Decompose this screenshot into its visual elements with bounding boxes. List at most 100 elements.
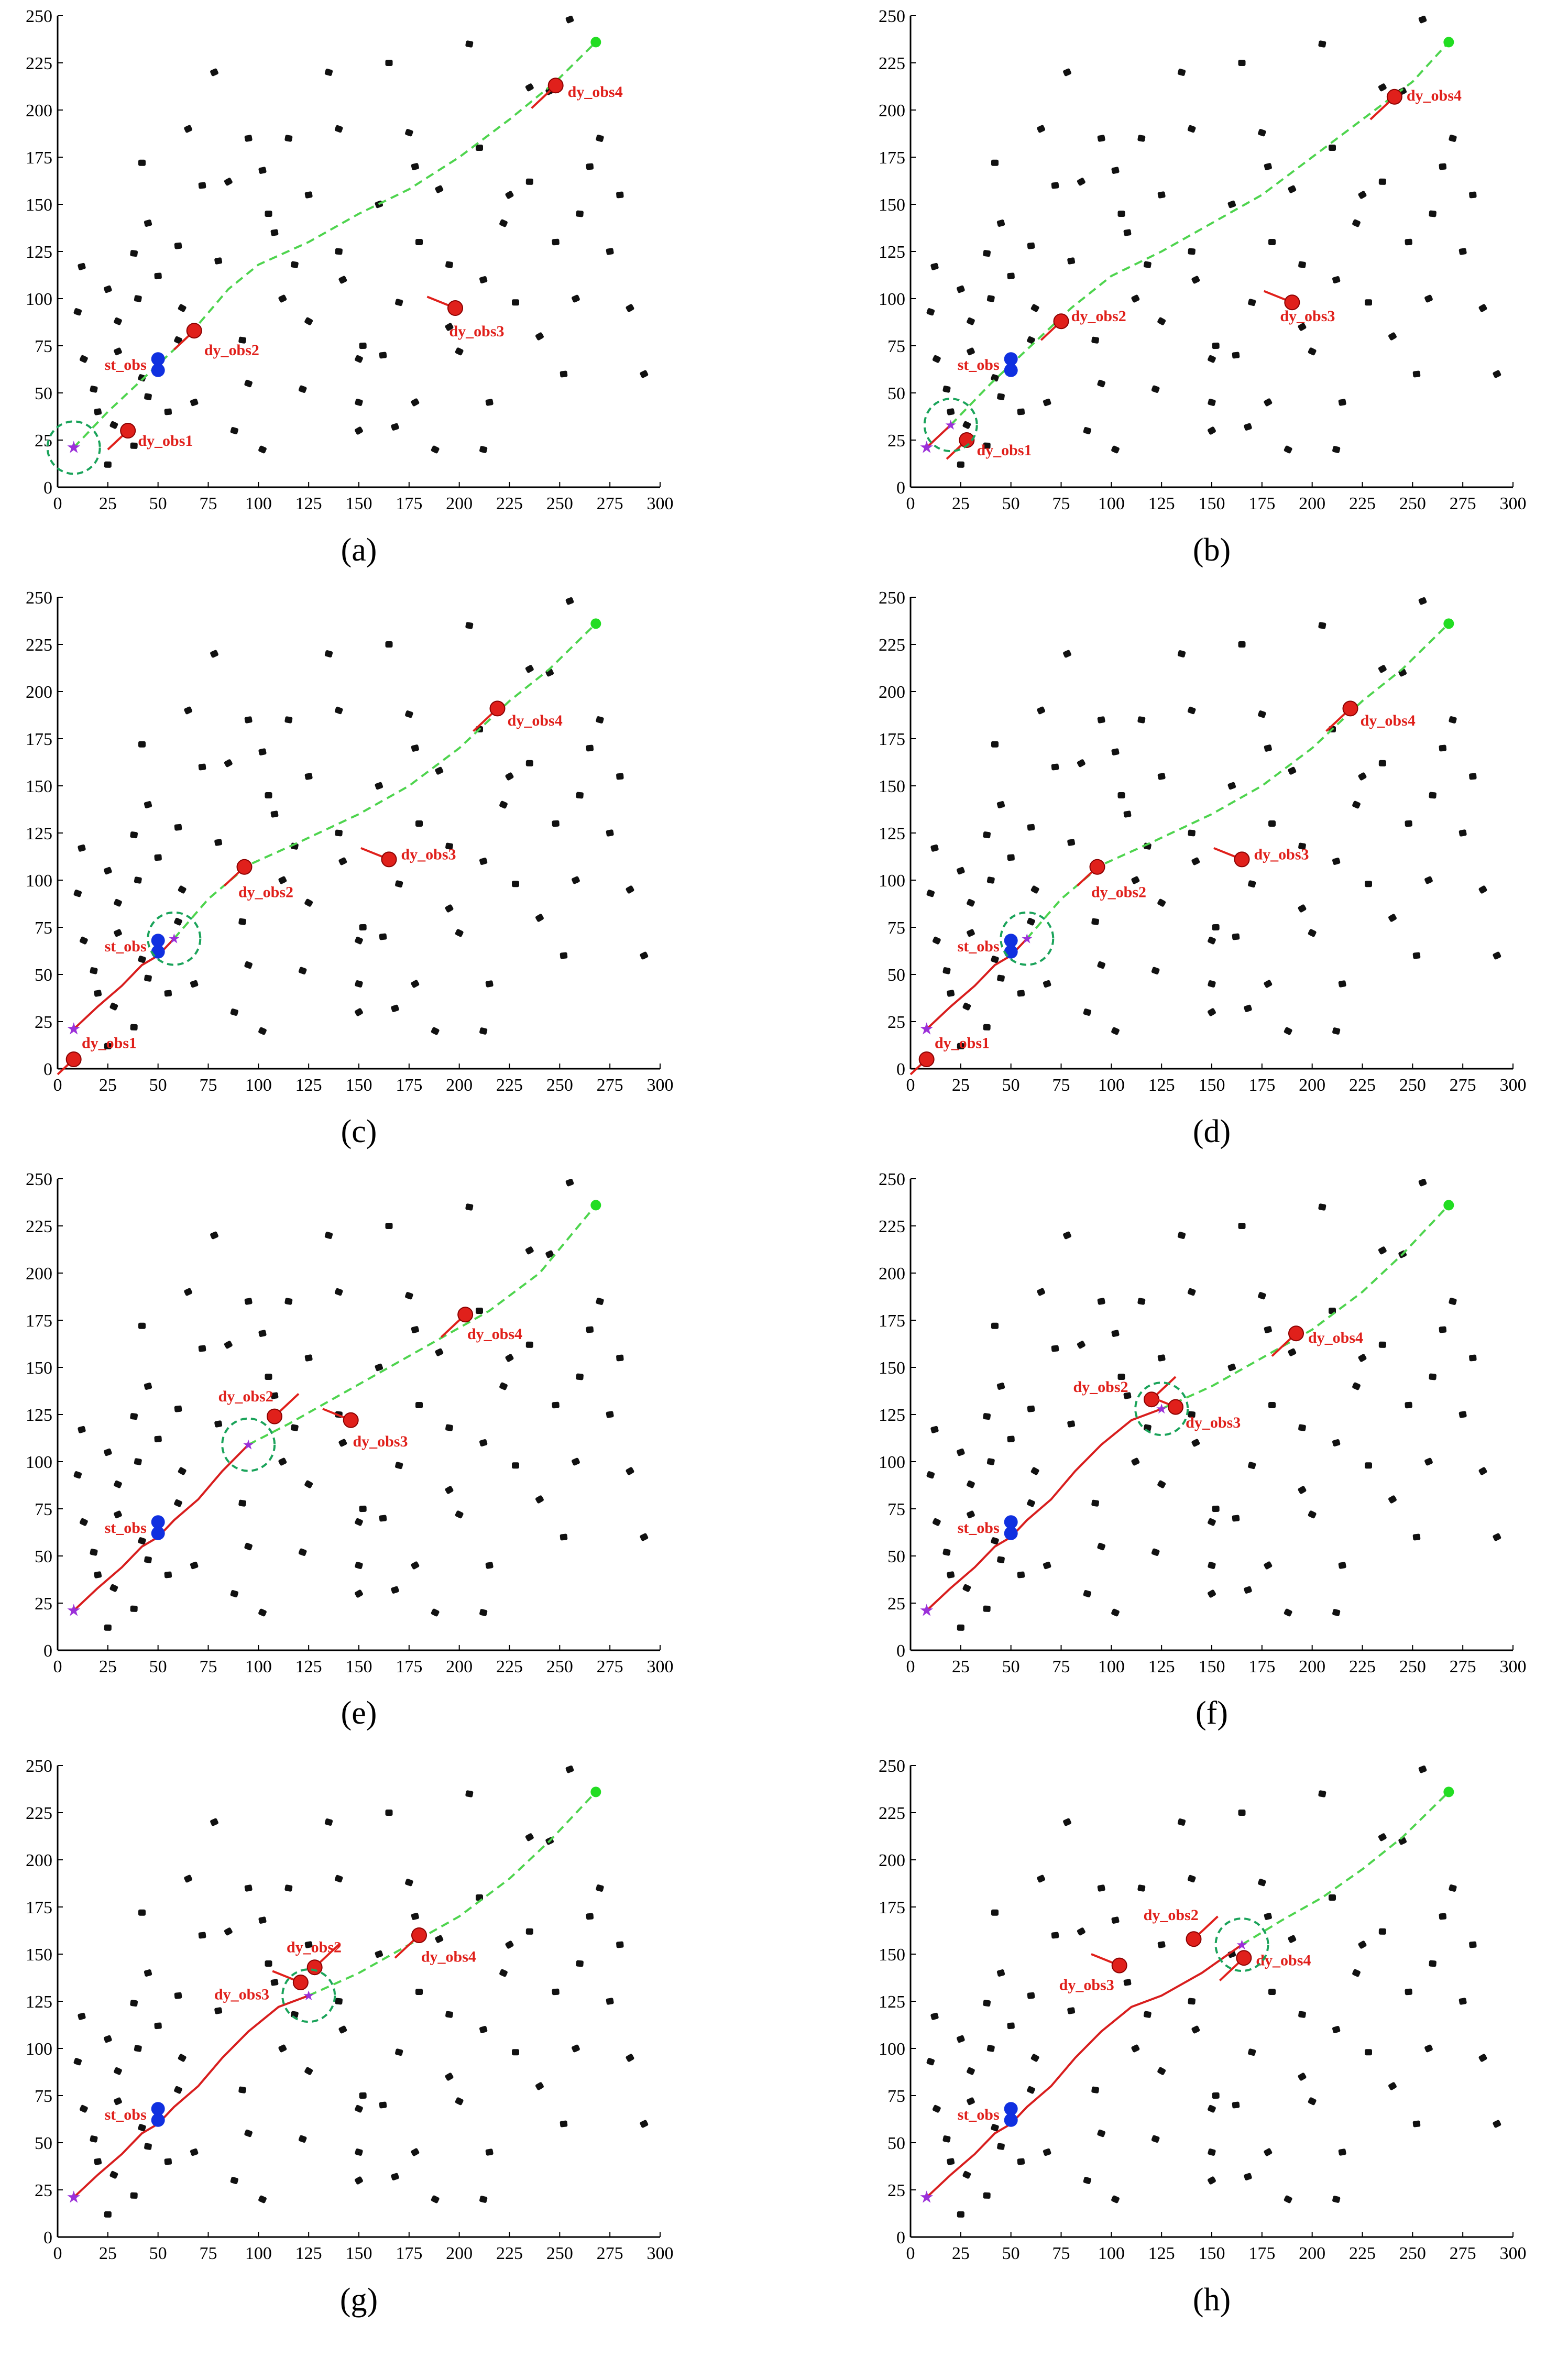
map-obstacle bbox=[184, 706, 193, 715]
map-obstacle bbox=[284, 135, 293, 142]
x-tick-label: 150 bbox=[1199, 494, 1225, 513]
dynamic-obstacle-label: dy_obs3 bbox=[1254, 846, 1309, 863]
map-obstacle bbox=[1318, 1790, 1326, 1797]
map-obstacle bbox=[304, 1480, 313, 1488]
map-obstacle bbox=[114, 317, 122, 325]
x-tick-label: 0 bbox=[53, 2244, 62, 2263]
map-obstacle bbox=[535, 914, 544, 922]
map-obstacle bbox=[640, 1533, 649, 1541]
map-obstacle bbox=[104, 1624, 112, 1631]
map-obstacle bbox=[1329, 1894, 1336, 1901]
map-obstacle bbox=[1091, 918, 1100, 925]
y-tick-label: 225 bbox=[879, 1217, 905, 1236]
map-obstacle bbox=[576, 792, 584, 799]
map-obstacle bbox=[991, 159, 999, 166]
map-obstacle bbox=[552, 1988, 560, 1996]
map-obstacle bbox=[79, 936, 88, 945]
map-obstacle bbox=[1338, 980, 1346, 988]
map-obstacle bbox=[499, 801, 508, 809]
map-obstacle bbox=[415, 239, 423, 245]
y-tick-label: 75 bbox=[887, 1500, 905, 1519]
map-obstacle bbox=[379, 2101, 387, 2109]
map-obstacle bbox=[94, 408, 102, 415]
map-obstacle bbox=[1358, 191, 1367, 199]
map-obstacle bbox=[138, 374, 146, 382]
map-obstacle bbox=[545, 1250, 554, 1258]
goal-point bbox=[590, 618, 601, 629]
map-obstacle bbox=[1188, 1411, 1196, 1418]
map-obstacle bbox=[258, 1330, 267, 1337]
y-tick-label: 75 bbox=[35, 1500, 52, 1519]
map-obstacle bbox=[479, 1027, 488, 1035]
map-obstacle bbox=[1264, 1561, 1273, 1570]
static-obstacle bbox=[1004, 1515, 1018, 1529]
map-obstacle bbox=[270, 810, 279, 818]
map-obstacle bbox=[445, 842, 453, 850]
map-obstacle bbox=[198, 182, 206, 189]
x-tick-label: 0 bbox=[906, 494, 915, 513]
x-tick-label: 200 bbox=[1299, 1076, 1325, 1095]
map-obstacle bbox=[445, 1486, 454, 1494]
map-obstacle bbox=[1043, 398, 1051, 407]
map-obstacle bbox=[1027, 1992, 1035, 1999]
y-tick-label: 50 bbox=[35, 966, 52, 985]
map-obstacle bbox=[324, 1232, 333, 1239]
panel-g: 0 25 50 75 100 125 150 175 200 225 250 275 300 0 25 50 7… bbox=[26, 1757, 674, 2318]
map-obstacle bbox=[1208, 426, 1216, 435]
map-obstacle bbox=[1338, 1562, 1346, 1569]
map-obstacle bbox=[130, 1024, 138, 1030]
map-obstacle bbox=[184, 1874, 193, 1883]
map-obstacle bbox=[957, 867, 965, 875]
x-tick-label: 250 bbox=[546, 2244, 573, 2263]
map-obstacle bbox=[265, 792, 272, 798]
map-obstacle bbox=[210, 650, 218, 658]
y-tick-label: 150 bbox=[879, 195, 905, 215]
map-obstacle bbox=[355, 1518, 363, 1526]
x-tick-label: 50 bbox=[149, 1076, 167, 1095]
map-obstacle bbox=[1298, 842, 1306, 850]
map-obstacle bbox=[1191, 2025, 1200, 2034]
map-obstacle bbox=[1378, 1246, 1387, 1255]
start-star: ★ bbox=[66, 437, 81, 457]
x-tick-label: 200 bbox=[446, 1657, 473, 1676]
goal-point bbox=[1443, 618, 1454, 629]
x-tick-label: 200 bbox=[446, 1076, 473, 1095]
map-obstacle bbox=[1212, 342, 1220, 349]
map-obstacle bbox=[957, 461, 964, 468]
dynamic-obstacle bbox=[306, 1959, 323, 1976]
dynamic-obstacle-label: dy_obs3 bbox=[353, 1433, 408, 1450]
map-obstacle bbox=[505, 1354, 514, 1362]
map-obstacle bbox=[1063, 68, 1071, 76]
y-tick-label: 25 bbox=[35, 431, 52, 451]
x-tick-label: 175 bbox=[1248, 2244, 1275, 2263]
x-tick-label: 150 bbox=[346, 2244, 372, 2263]
x-tick-label: 75 bbox=[200, 494, 217, 513]
map-obstacle bbox=[114, 1510, 122, 1519]
x-tick-label: 225 bbox=[496, 1076, 523, 1095]
x-tick-label: 0 bbox=[906, 2244, 915, 2263]
y-tick-label: 0 bbox=[896, 478, 905, 498]
x-tick-label: 175 bbox=[1248, 494, 1275, 513]
map-obstacle bbox=[499, 1382, 508, 1390]
map-obstacle bbox=[1332, 1439, 1341, 1446]
map-obstacle bbox=[154, 1435, 162, 1443]
map-obstacle bbox=[134, 295, 142, 302]
map-obstacle bbox=[967, 2097, 975, 2106]
map-obstacle bbox=[476, 145, 483, 151]
map-obstacle bbox=[224, 178, 233, 186]
map-obstacle bbox=[1449, 716, 1457, 723]
map-obstacle bbox=[997, 393, 1005, 400]
map-obstacle bbox=[1412, 370, 1421, 378]
x-tick-label: 75 bbox=[200, 1657, 217, 1676]
map-obstacle bbox=[435, 185, 444, 193]
map-obstacle bbox=[485, 980, 494, 988]
dynamic-obstacle-label: dy_obs4 bbox=[1407, 87, 1462, 104]
dynamic-obstacle bbox=[236, 859, 253, 875]
y-tick-label: 0 bbox=[43, 2228, 52, 2248]
map-obstacle bbox=[1007, 2022, 1015, 2030]
panel-label: (g) bbox=[340, 2282, 378, 2318]
y-tick-label: 0 bbox=[896, 1641, 905, 1661]
traveled-path bbox=[926, 424, 952, 448]
map-obstacle bbox=[1191, 276, 1200, 284]
map-obstacle bbox=[962, 1002, 971, 1011]
